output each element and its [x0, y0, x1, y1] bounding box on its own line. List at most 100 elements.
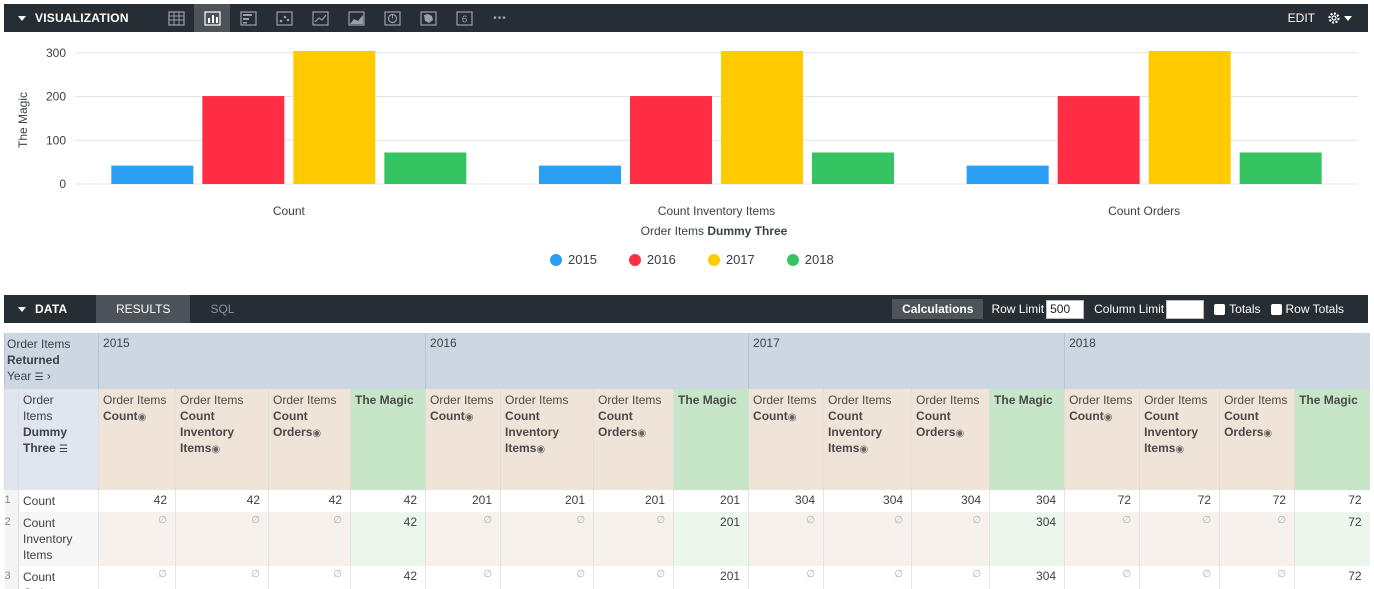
hide-icon[interactable]: ◉: [464, 412, 474, 423]
legend-dot: [550, 253, 562, 266]
row-limit-input[interactable]: 500: [1046, 299, 1085, 319]
gear-icon[interactable]: [1327, 11, 1352, 25]
table-cell: 72: [1294, 490, 1370, 512]
hide-icon[interactable]: ◉: [211, 444, 221, 455]
row-totals-label: Row Totals: [1285, 302, 1344, 316]
y-tick-label: 0: [59, 177, 66, 191]
legend-item-2017[interactable]: 2017: [707, 252, 755, 267]
bar-2017: [293, 51, 376, 184]
hide-icon[interactable]: ◉: [955, 428, 965, 439]
line-chart-icon[interactable]: [302, 4, 338, 32]
column-header-2017-0[interactable]: Order Items Count ◉: [748, 389, 824, 490]
table-cell: 42: [98, 490, 176, 512]
column-header-2016-2[interactable]: Order Items Count Orders ◉: [593, 389, 674, 490]
table-cell: ∅: [1219, 566, 1295, 589]
column-header-2018-0[interactable]: Order Items Count ◉: [1064, 389, 1140, 490]
bar-2016: [202, 96, 285, 184]
legend-label: 2015: [568, 252, 597, 267]
hide-icon[interactable]: ◉: [859, 444, 869, 455]
table-cell: 201: [593, 490, 674, 512]
header-view: Order Items: [1144, 393, 1208, 407]
header-field: Count: [103, 409, 138, 423]
pivot-label: Order Items: [7, 337, 71, 351]
column-header-2017-2[interactable]: Order Items Count Orders ◉: [911, 389, 990, 490]
column-header-2016-0[interactable]: Order Items Count ◉: [425, 389, 501, 490]
checkbox-box[interactable]: [1270, 303, 1282, 315]
sort-icon[interactable]: ☰: [59, 444, 68, 455]
header-field: The Magic: [678, 393, 737, 407]
column-header-2018-3[interactable]: The Magic: [1294, 389, 1370, 490]
hide-icon[interactable]: ◉: [137, 412, 147, 423]
header-field: Count Orders: [598, 409, 638, 439]
single-value-icon[interactable]: 6: [446, 4, 482, 32]
table-cell: ∅: [425, 566, 501, 589]
table-cell: ∅: [1139, 512, 1220, 566]
hide-icon[interactable]: ◉: [1103, 412, 1113, 423]
table-cell: ∅: [823, 512, 912, 566]
checkbox-box[interactable]: [1214, 303, 1226, 315]
tab-results[interactable]: RESULTS: [96, 295, 191, 323]
hide-icon[interactable]: ◉: [637, 428, 647, 439]
legend-item-2015[interactable]: 2015: [550, 252, 597, 267]
totals-checkbox[interactable]: Totals: [1214, 302, 1261, 316]
column-header-2015-1[interactable]: Order Items Count Inventory Items ◉: [175, 389, 269, 490]
pivot-year-2018: 2018: [1064, 333, 1370, 389]
bar-2015: [966, 165, 1049, 184]
hide-icon[interactable]: ◉: [312, 428, 322, 439]
hide-icon[interactable]: ◉: [1263, 428, 1273, 439]
tab-sql[interactable]: SQL: [210, 302, 235, 316]
data-toggle[interactable]: DATA: [4, 302, 67, 316]
results-table: Order Items Returned Year ☰ › 2015 2016 …: [3, 333, 1370, 589]
area-chart-icon[interactable]: [338, 4, 374, 32]
x-axis-label-bold: Dummy Three: [707, 224, 787, 238]
bar-2017: [1148, 51, 1231, 184]
column-header-2015-3[interactable]: The Magic: [350, 389, 426, 490]
hide-icon[interactable]: ◉: [1175, 444, 1185, 455]
dimension-header[interactable]: Order Items Dummy Three ☰: [17, 389, 99, 490]
row-number: 3: [4, 566, 19, 589]
column-limit-label: Column Limit: [1094, 302, 1165, 316]
column-header-2016-3[interactable]: The Magic: [673, 389, 749, 490]
column-header-2018-2[interactable]: Order Items Count Orders ◉: [1219, 389, 1295, 490]
column-limit-input[interactable]: [1166, 299, 1205, 319]
sort-icon[interactable]: ☰: [34, 372, 44, 383]
legend-item-2016[interactable]: 2016: [628, 252, 676, 267]
table-cell: ∅: [911, 566, 990, 589]
table-icon[interactable]: [158, 4, 194, 32]
legend-item-2018[interactable]: 2018: [786, 252, 834, 267]
scatter-icon[interactable]: [266, 4, 302, 32]
column-header-2018-1[interactable]: Order Items Count Inventory Items ◉: [1139, 389, 1220, 490]
caret-down-icon: [18, 15, 26, 21]
bar-2018: [1239, 152, 1322, 184]
row-label: Count Orders: [17, 566, 99, 589]
column-header-2017-3[interactable]: The Magic: [989, 389, 1065, 490]
column-header-2017-1[interactable]: Order Items Count Inventory Items ◉: [823, 389, 912, 490]
visualization-toggle[interactable]: VISUALIZATION: [4, 11, 129, 25]
table-cell: 304: [823, 490, 912, 512]
header-field: Count Orders: [273, 409, 313, 439]
header-text: Dummy: [23, 425, 68, 439]
pie-chart-icon[interactable]: [374, 4, 410, 32]
row-totals-checkbox[interactable]: Row Totals: [1270, 302, 1344, 316]
column-header-2015-2[interactable]: Order Items Count Orders ◉: [268, 389, 351, 490]
x-tick-label: Count Inventory Items: [658, 204, 775, 218]
header-view: Order Items: [1069, 393, 1133, 407]
calculations-button[interactable]: Calculations: [892, 299, 984, 319]
column-header-2015-0[interactable]: Order Items Count ◉: [98, 389, 176, 490]
chevron-right-icon[interactable]: ›: [46, 369, 51, 383]
x-tick-label: Count Orders: [1108, 204, 1180, 218]
hide-icon[interactable]: ◉: [787, 412, 797, 423]
table-cell: 72: [1294, 566, 1370, 589]
hide-icon[interactable]: ◉: [536, 444, 546, 455]
data-title: DATA: [35, 302, 68, 316]
table-cell: ∅: [593, 512, 674, 566]
map-icon[interactable]: [410, 4, 446, 32]
column-chart-icon[interactable]: [194, 4, 230, 32]
row-limit-label: Row Limit: [991, 302, 1045, 316]
more-icon[interactable]: •••: [493, 12, 507, 24]
y-axis-label: The Magic: [16, 92, 30, 148]
edit-button[interactable]: EDIT: [1287, 11, 1315, 25]
column-header-2016-1[interactable]: Order Items Count Inventory Items ◉: [500, 389, 594, 490]
bar-chart-icon[interactable]: [230, 4, 266, 32]
pivot-dimension-header[interactable]: Order Items Returned Year ☰ ›: [3, 333, 99, 389]
